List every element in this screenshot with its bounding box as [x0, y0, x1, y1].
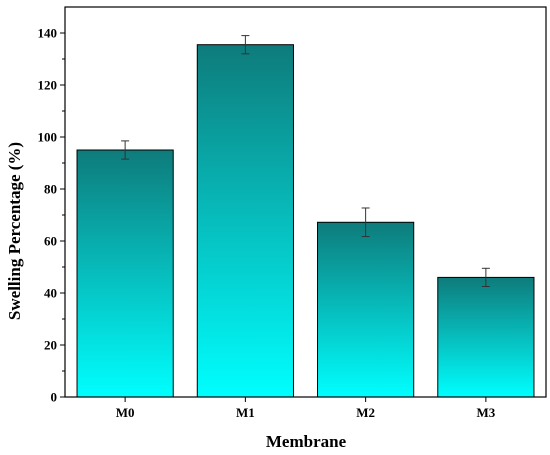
- error-bar-m1: [241, 35, 250, 55]
- bar-m2: [317, 221, 415, 398]
- axes-layer: M0 M1 M2 M3 0 20 40 60 80 100 120 140: [38, 6, 547, 420]
- x-tick-label-m3: M3: [476, 405, 495, 420]
- bars-layer: [76, 35, 535, 398]
- y-tick-label-60: 60: [44, 234, 57, 249]
- y-tick-label-100: 100: [38, 130, 58, 145]
- y-tick-label-140: 140: [38, 26, 58, 41]
- x-tick-label-m0: M0: [116, 405, 135, 420]
- x-tick-label-m2: M2: [356, 405, 375, 420]
- x-axis-label: Membrane: [266, 432, 347, 451]
- y-axis-label: Swelling Percentage (%): [5, 142, 24, 320]
- y-tick-label-20: 20: [44, 338, 57, 353]
- error-bar-m3: [481, 267, 490, 287]
- x-tick-label-m1: M1: [236, 405, 255, 420]
- y-tick-label-120: 120: [38, 78, 58, 93]
- plot-frame: [64, 6, 547, 398]
- y-tick-label-0: 0: [51, 390, 58, 405]
- error-bar-m0: [121, 140, 130, 160]
- y-tick-label-80: 80: [44, 182, 57, 197]
- bar-m3: [437, 276, 535, 398]
- error-bar-m2: [361, 207, 370, 238]
- y-tick-label-40: 40: [44, 286, 57, 301]
- bar-m0: [76, 149, 174, 398]
- bar-m1: [196, 44, 294, 398]
